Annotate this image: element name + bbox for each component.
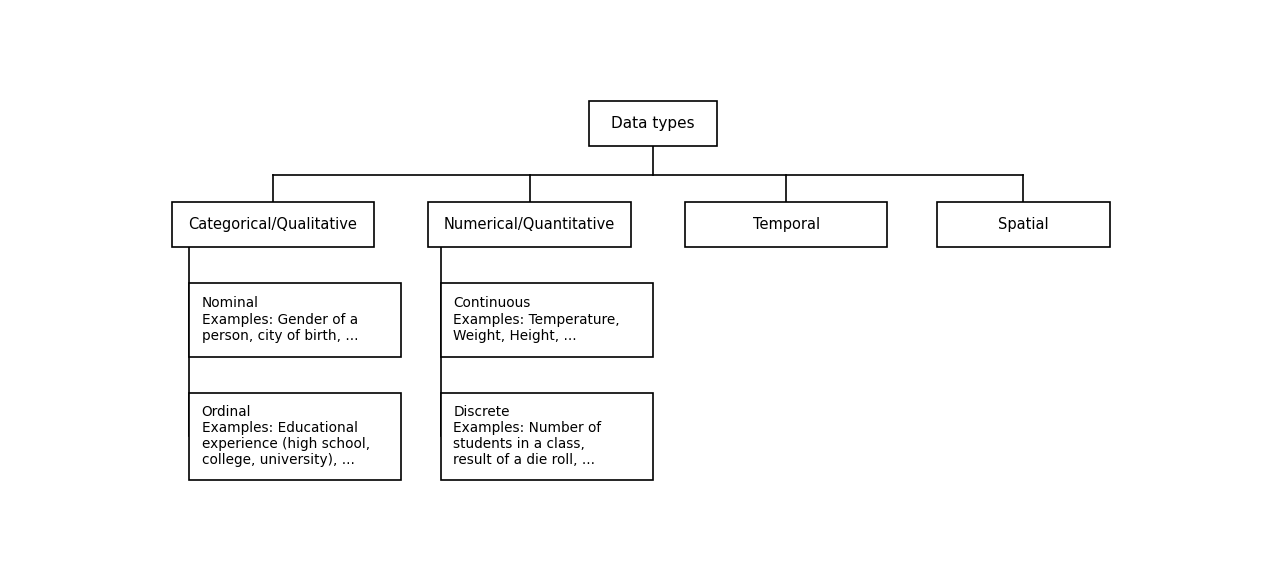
FancyBboxPatch shape bbox=[936, 202, 1110, 247]
FancyBboxPatch shape bbox=[172, 202, 375, 247]
Text: Data types: Data types bbox=[612, 116, 694, 131]
Text: Continuous
Examples: Temperature,
Weight, Height, ...: Continuous Examples: Temperature, Weight… bbox=[454, 296, 620, 343]
FancyBboxPatch shape bbox=[685, 202, 888, 247]
Text: Spatial: Spatial bbox=[998, 217, 1049, 232]
Text: Discrete
Examples: Number of
students in a class,
result of a die roll, ...: Discrete Examples: Number of students in… bbox=[454, 405, 601, 467]
Text: Nominal
Examples: Gender of a
person, city of birth, ...: Nominal Examples: Gender of a person, ci… bbox=[201, 296, 358, 343]
FancyBboxPatch shape bbox=[189, 283, 401, 357]
Text: Ordinal
Examples: Educational
experience (high school,
college, university), ...: Ordinal Examples: Educational experience… bbox=[201, 405, 369, 467]
FancyBboxPatch shape bbox=[441, 392, 654, 480]
FancyBboxPatch shape bbox=[441, 283, 654, 357]
Text: Categorical/Qualitative: Categorical/Qualitative bbox=[189, 217, 357, 232]
FancyBboxPatch shape bbox=[189, 392, 401, 480]
FancyBboxPatch shape bbox=[428, 202, 631, 247]
FancyBboxPatch shape bbox=[589, 101, 717, 146]
Text: Numerical/Quantitative: Numerical/Quantitative bbox=[443, 217, 615, 232]
Text: Temporal: Temporal bbox=[753, 217, 819, 232]
